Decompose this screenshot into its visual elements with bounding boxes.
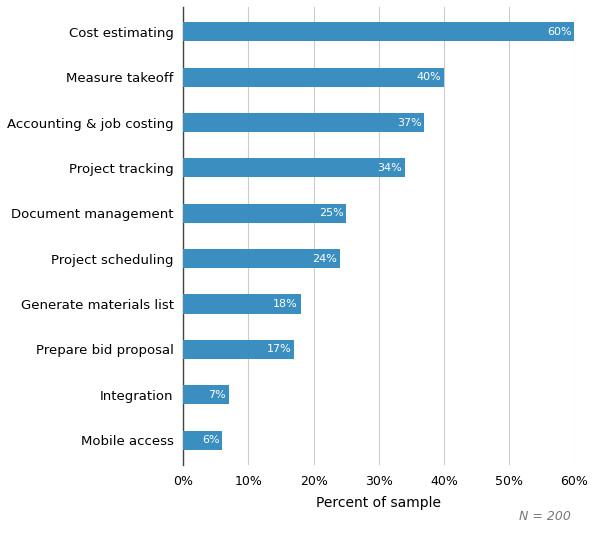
Bar: [183, 158, 405, 177]
Text: 7%: 7%: [208, 390, 226, 400]
Bar: [183, 249, 340, 268]
Text: 25%: 25%: [319, 208, 343, 219]
Bar: [183, 295, 300, 313]
Text: 17%: 17%: [267, 344, 292, 354]
Bar: [183, 340, 294, 359]
Text: N = 200: N = 200: [519, 511, 571, 523]
Bar: [183, 204, 346, 223]
Text: 40%: 40%: [416, 72, 441, 82]
Text: 34%: 34%: [377, 163, 402, 173]
Text: 37%: 37%: [397, 118, 422, 127]
Bar: [183, 385, 229, 404]
Bar: [183, 431, 223, 450]
Bar: [183, 113, 424, 132]
X-axis label: Percent of sample: Percent of sample: [316, 496, 441, 510]
Text: 24%: 24%: [312, 254, 337, 264]
Text: 6%: 6%: [202, 435, 220, 445]
Bar: [183, 22, 574, 42]
Text: 60%: 60%: [547, 27, 572, 37]
Text: 18%: 18%: [273, 299, 298, 309]
Bar: [183, 68, 444, 87]
